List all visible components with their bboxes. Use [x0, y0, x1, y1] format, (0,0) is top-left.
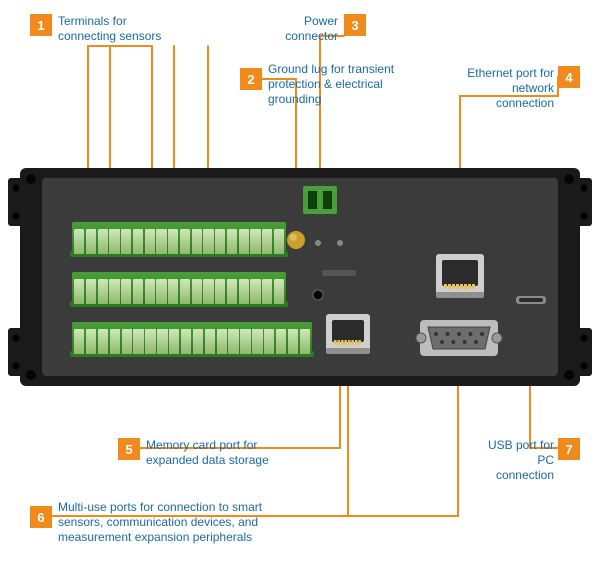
- callout-badge: 6: [30, 506, 52, 528]
- callout-label: Memory card port for expanded data stora…: [146, 438, 286, 468]
- callout-badge: 1: [30, 14, 52, 36]
- terminal-block: [72, 272, 286, 304]
- callout-label: Multi-use ports for connection to smart …: [58, 500, 298, 545]
- callout-label: USB port for PC connection: [476, 438, 554, 483]
- callout-badge: 4: [558, 66, 580, 88]
- callout-badge: 2: [240, 68, 262, 90]
- callout-label: Power connector: [276, 14, 338, 44]
- terminal-block: [72, 322, 312, 354]
- callout-label: Terminals for connecting sensors: [58, 14, 178, 44]
- callout-badge: 7: [558, 438, 580, 460]
- callout-label: Ethernet port for network connection: [454, 66, 554, 111]
- callout-badge: 5: [118, 438, 140, 460]
- ground-lug: [287, 231, 305, 249]
- sd-slot: [322, 270, 356, 276]
- callout-label: Ground lug for transient protection & el…: [268, 62, 398, 107]
- callout-badge: 3: [344, 14, 366, 36]
- terminal-block: [72, 222, 286, 254]
